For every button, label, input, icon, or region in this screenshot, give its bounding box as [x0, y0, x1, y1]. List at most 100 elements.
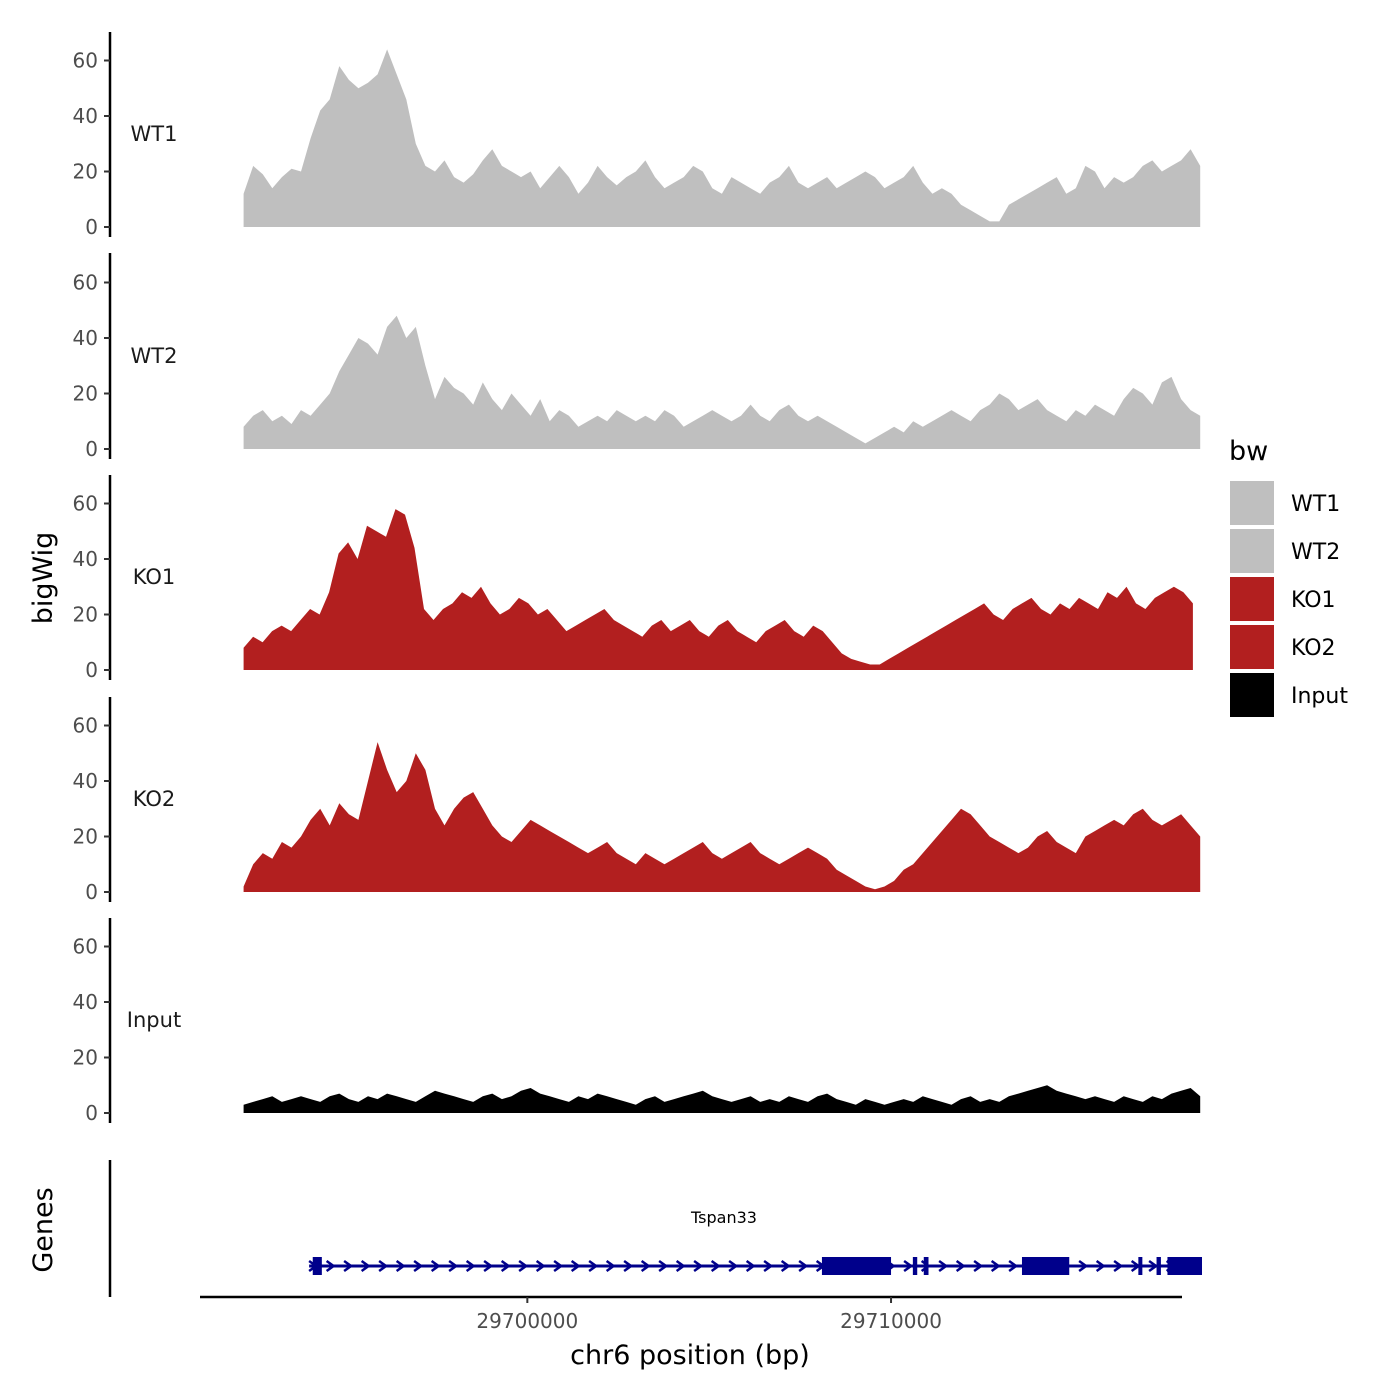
strand-arrow	[413, 1259, 424, 1273]
strand-arrow	[780, 1259, 791, 1273]
strand-arrow	[763, 1259, 774, 1273]
genes-panel: Tspan33	[108, 1160, 1203, 1297]
legend-label-wt1: WT1	[1291, 492, 1340, 517]
coverage-area-wt2	[243, 315, 1201, 449]
coverage-tracks: 0 20 40 60 WT1 0 20 40 60 WT2 0 20 40 60 KO1 0 20 40 60 KO2…	[73, 32, 1201, 1125]
strand-arrow	[570, 1259, 581, 1273]
y-tick-label: 20	[73, 382, 98, 406]
exon	[1138, 1257, 1143, 1275]
y-tick-label: 0	[85, 437, 98, 461]
y-tick-label: 0	[85, 1101, 98, 1125]
track-wt2: 0 20 40 60 WT2	[73, 253, 1201, 461]
strand-arrow	[990, 1259, 1001, 1273]
strand-arrow	[343, 1259, 354, 1273]
x-axis: 29700000 29710000	[200, 1295, 1182, 1333]
strand-arrow	[745, 1259, 756, 1273]
x-axis-title: chr6 position (bp)	[570, 1340, 810, 1371]
strand-arrow	[623, 1259, 634, 1273]
exon	[1156, 1257, 1161, 1275]
strand-arrow	[640, 1259, 651, 1273]
track-label: KO2	[133, 787, 176, 811]
track-wt1: 0 20 40 60 WT1	[73, 32, 1201, 239]
exon	[1167, 1257, 1203, 1275]
y-tick-label: 40	[73, 990, 98, 1014]
legend-key-wt2	[1230, 529, 1274, 573]
legend-label-input: Input	[1291, 684, 1348, 709]
track-ko2: 0 20 40 60 KO2	[73, 697, 1201, 904]
strand-arrow	[553, 1259, 564, 1273]
strand-arrow	[360, 1259, 371, 1273]
legend-key-wt1	[1230, 481, 1274, 525]
y-tick-label: 40	[73, 547, 98, 571]
strand-arrow	[675, 1259, 686, 1273]
exon	[821, 1257, 892, 1275]
exon	[923, 1257, 929, 1275]
y-tick-label: 20	[73, 160, 98, 184]
genes-axis-title: Genes	[28, 1187, 59, 1272]
y-tick-label: 20	[73, 1046, 98, 1070]
legend-key-ko2	[1230, 625, 1274, 669]
y-tick-label: 0	[85, 658, 98, 682]
y-tick-label: 60	[73, 271, 98, 295]
legend-label-ko2: KO2	[1291, 636, 1336, 661]
y-tick-label: 0	[85, 880, 98, 904]
strand-arrow	[903, 1259, 914, 1273]
strand-arrow	[938, 1259, 949, 1273]
y-tick-label: 40	[73, 326, 98, 350]
y-tick-label: 60	[73, 714, 98, 738]
coverage-area-ko1	[243, 509, 1193, 670]
y-tick-label: 20	[73, 825, 98, 849]
strand-arrow	[728, 1259, 739, 1273]
strand-arrow	[430, 1259, 441, 1273]
x-tick-label: 29710000	[840, 1309, 942, 1333]
track-ko1: 0 20 40 60 KO1	[73, 475, 1193, 682]
y-tick-label: 20	[73, 603, 98, 627]
exon	[912, 1257, 918, 1275]
strand-arrow	[973, 1259, 984, 1273]
strand-arrow	[710, 1259, 721, 1273]
gene-label: Tspan33	[690, 1208, 757, 1227]
strand-arrow	[483, 1259, 494, 1273]
strand-arrow	[500, 1259, 511, 1273]
legend-label-ko1: KO1	[1291, 588, 1336, 613]
strand-arrow	[1095, 1259, 1106, 1273]
strand-arrow	[1008, 1259, 1019, 1273]
track-label: WT2	[131, 344, 178, 368]
strand-arrow	[588, 1259, 599, 1273]
legend-key-ko1	[1230, 577, 1274, 621]
legend: bw WT1 WT2 KO1 KO2 Input	[1229, 436, 1348, 717]
track-label: WT1	[131, 122, 178, 146]
exon	[1021, 1257, 1070, 1275]
strand-arrow	[448, 1259, 459, 1273]
y-tick-label: 60	[73, 49, 98, 73]
strand-arrow	[658, 1259, 669, 1273]
strand-arrow	[378, 1259, 389, 1273]
legend-title: bw	[1229, 436, 1268, 467]
y-axis-title: bigWig	[28, 532, 59, 625]
strand-arrow	[1113, 1259, 1124, 1273]
track-label: Input	[127, 1008, 181, 1032]
strand-arrow	[518, 1259, 529, 1273]
strand-arrow	[798, 1259, 809, 1273]
strand-arrow	[605, 1259, 616, 1273]
strand-arrow	[1148, 1259, 1159, 1273]
strand-arrow	[465, 1259, 476, 1273]
y-tick-label: 40	[73, 769, 98, 793]
y-tick-label: 0	[85, 215, 98, 239]
y-tick-label: 60	[73, 935, 98, 959]
strand-arrow	[955, 1259, 966, 1273]
strand-arrow	[693, 1259, 704, 1273]
strand-arrow	[1078, 1259, 1089, 1273]
track-label: KO1	[133, 565, 176, 589]
exon	[312, 1257, 322, 1275]
strand-arrow	[395, 1259, 406, 1273]
strand-arrow	[325, 1259, 336, 1273]
track-input: 0 20 40 60 Input	[73, 918, 1201, 1125]
legend-key-input	[1230, 673, 1274, 717]
y-tick-label: 40	[73, 104, 98, 128]
x-tick-label: 29700000	[476, 1309, 578, 1333]
y-tick-label: 60	[73, 492, 98, 516]
legend-label-wt2: WT2	[1291, 540, 1340, 565]
strand-arrow	[535, 1259, 546, 1273]
